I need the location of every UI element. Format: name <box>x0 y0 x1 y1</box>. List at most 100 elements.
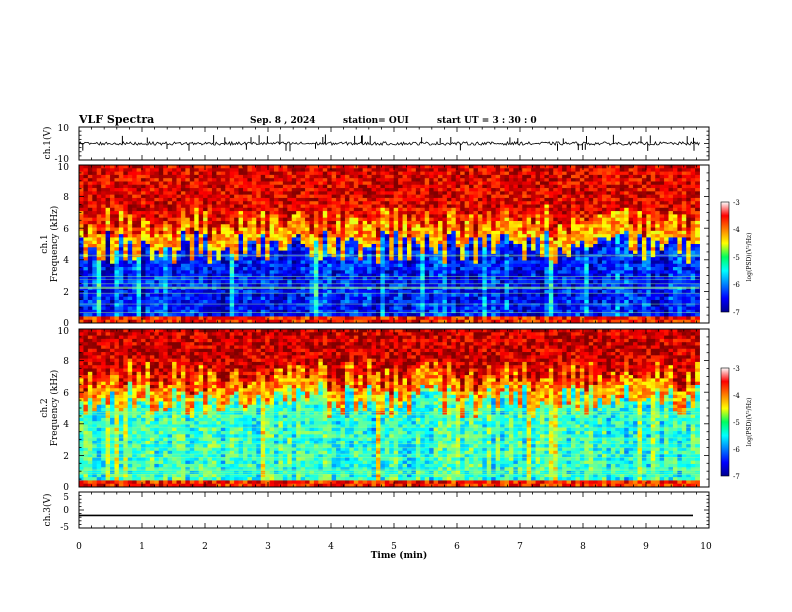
spectrogram-cell <box>149 270 155 275</box>
spectrogram-cell <box>438 267 443 271</box>
spectrogram-cell <box>420 273 426 278</box>
spectrogram-cell <box>172 207 177 212</box>
spectrogram-cell <box>504 178 510 182</box>
spectrogram-cell <box>526 250 532 255</box>
spectrogram-cell <box>238 290 244 294</box>
spectrogram-cell <box>176 303 182 307</box>
spectrogram-cell <box>114 313 120 317</box>
spectrogram-cell <box>415 201 421 205</box>
spectrogram-cell <box>282 234 288 238</box>
spectrogram-cell <box>429 211 434 215</box>
spectrogram-cell <box>420 296 426 301</box>
spectrogram-cell <box>384 227 390 232</box>
spectrogram-cell <box>96 237 102 242</box>
spectrogram-cell <box>198 299 204 304</box>
spectrogram-cell <box>393 227 399 232</box>
spectrogram-cell <box>167 267 173 271</box>
spectrogram-cell <box>331 204 337 209</box>
spectrogram-cell <box>522 191 528 196</box>
spectrogram-cell <box>371 197 377 202</box>
spectrogram-cell <box>389 214 395 219</box>
spectrogram-cell <box>522 296 528 301</box>
spectrogram-cell <box>327 165 333 169</box>
spectrogram-cell <box>101 299 106 304</box>
spectrogram-cell <box>92 283 98 288</box>
spectrogram-cell <box>207 244 213 248</box>
spectrogram-cell <box>194 290 200 294</box>
spectrogram-cell <box>531 313 536 317</box>
spectrogram-cell <box>513 260 519 265</box>
spectrogram-cell <box>446 168 452 172</box>
spectrogram-cell <box>477 273 483 278</box>
spectrogram-cell <box>145 181 151 186</box>
spectrogram-cell <box>322 280 328 284</box>
spectrogram-cell <box>274 204 279 209</box>
spectrogram-cell <box>367 230 372 235</box>
spectrogram-cell <box>287 296 293 301</box>
spectrogram-cell <box>79 197 84 202</box>
spectrogram-cell <box>473 178 479 182</box>
spectrogram-cell <box>238 247 244 251</box>
spectrogram-cell <box>353 290 359 294</box>
spectrogram-cell <box>216 165 222 169</box>
spectrogram-cell <box>132 250 138 255</box>
spectrogram-cell <box>322 201 328 205</box>
spectrogram-cell <box>522 211 528 215</box>
spectrogram-cell <box>407 257 412 261</box>
spectrogram-cell <box>531 257 536 261</box>
spectrogram-cell <box>486 250 492 255</box>
spectrogram-cell <box>482 263 488 268</box>
spectrogram-cell <box>172 290 177 294</box>
spectrogram-cell <box>495 211 501 215</box>
spectrogram-cell <box>265 257 270 261</box>
spectrogram-cell <box>132 194 138 199</box>
spectrogram-cell <box>251 313 257 317</box>
spectrogram-cell <box>313 181 319 186</box>
spectrogram-cell <box>243 270 248 275</box>
spectrogram-cell <box>482 204 488 209</box>
spectrogram-cell <box>402 280 408 284</box>
spectrogram-cell <box>411 303 417 307</box>
spectrogram-cell <box>513 191 519 196</box>
spectrogram-cell <box>287 237 293 242</box>
spectrogram-cell <box>176 276 182 281</box>
spectrogram-cell <box>464 306 470 311</box>
spectrogram-cell <box>371 273 377 278</box>
spectrogram-cell <box>256 293 262 298</box>
spectrogram-cell <box>424 299 430 304</box>
spectrogram-cell <box>123 299 129 304</box>
spectrogram-cell <box>243 191 248 196</box>
spectrogram-cell <box>282 263 288 268</box>
spectrogram-cell <box>287 184 293 189</box>
spectrogram-cell <box>105 234 111 238</box>
spectrogram-cell <box>282 316 288 321</box>
spectrogram-cell <box>500 184 505 189</box>
spectrogram-cell <box>380 257 386 261</box>
spectrogram-cell <box>384 257 390 261</box>
spectrogram-cell <box>336 260 341 265</box>
spectrogram-cell <box>287 240 293 245</box>
spectrogram-cell <box>79 174 84 179</box>
spectrogram-cell <box>318 234 324 238</box>
spectrogram-cell <box>367 306 372 311</box>
spectrogram-cell <box>500 283 505 288</box>
spectrogram-cell <box>446 276 452 281</box>
spectrogram-cell <box>216 217 222 222</box>
spectrogram-cell <box>260 296 266 301</box>
spectrogram-cell <box>367 227 372 232</box>
spectrogram-cell <box>309 273 315 278</box>
spectrogram-cell <box>371 250 377 255</box>
spectrogram-cell <box>260 257 266 261</box>
spectrogram-cell <box>522 303 528 307</box>
spectrogram-cell <box>123 240 129 245</box>
spectrogram-cell <box>189 174 195 179</box>
spectrogram-cell <box>344 171 350 176</box>
spectrogram-cell <box>101 204 106 209</box>
spectrogram-cell <box>486 211 492 215</box>
spectrogram-cell <box>473 293 479 298</box>
spectrogram-cell <box>398 267 403 271</box>
spectrogram-cell <box>234 263 239 268</box>
spectrogram-cell <box>274 217 279 222</box>
spectrogram-cell <box>101 184 106 189</box>
spectrogram-cell <box>260 224 266 228</box>
